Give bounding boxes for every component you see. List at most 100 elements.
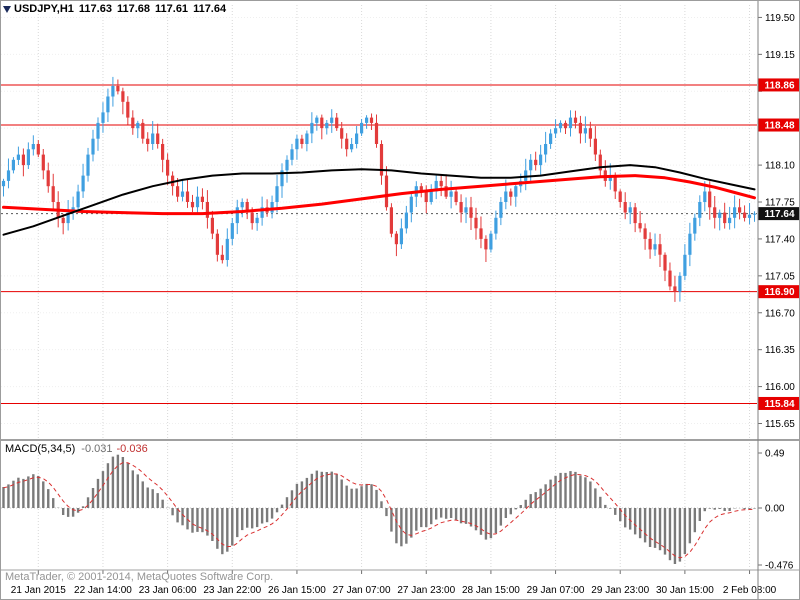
candle-body — [399, 228, 403, 245]
candle-body — [434, 180, 438, 192]
candle-body — [598, 154, 602, 171]
candle-body — [728, 217, 732, 224]
low-value: 117.61 — [155, 3, 189, 15]
candle-body — [11, 159, 15, 171]
time-axis-label[interactable]: 29 Jan 23:00 — [591, 585, 649, 596]
candle-body — [539, 154, 543, 166]
level-price-badge — [758, 118, 799, 132]
macd-signal-value: -0.036 — [116, 443, 148, 455]
candle-body — [151, 133, 155, 144]
candle-body — [31, 144, 35, 150]
candle-body — [51, 186, 55, 202]
candle-body — [355, 133, 359, 144]
price-axis-label[interactable]: 116.70 — [765, 308, 795, 319]
candle-body — [618, 191, 622, 202]
macd-value: -0.031 — [81, 443, 113, 455]
level-price-badge — [758, 78, 799, 92]
time-axis-label[interactable]: 28 Jan 15:00 — [462, 585, 520, 596]
candle-body — [340, 128, 344, 139]
candle-body — [389, 207, 393, 234]
candle-body — [524, 170, 528, 181]
ma-black-line[interactable] — [2, 164, 756, 236]
candle-body — [563, 122, 568, 129]
time-axis-label[interactable]: 30 Jan 15:00 — [656, 585, 714, 596]
candle-body — [653, 244, 657, 250]
candle-body — [573, 117, 578, 123]
candle-body — [464, 207, 468, 213]
candle-body — [608, 175, 612, 181]
candle-body — [180, 191, 185, 197]
level-price-badge-value: 118.48 — [764, 121, 794, 132]
candle-body — [220, 254, 224, 261]
candle-body — [350, 144, 354, 150]
candle-body — [91, 138, 95, 155]
candle-body — [752, 213, 757, 215]
candle-body — [668, 270, 672, 287]
price-axis-label[interactable]: 117.05 — [765, 271, 795, 282]
candle-body — [300, 138, 304, 144]
time-axis-label[interactable]: 21 Jan 2015 — [11, 585, 66, 596]
price-axis-label[interactable]: 117.75 — [765, 198, 795, 209]
candle-body — [365, 117, 369, 123]
candle-body — [116, 86, 120, 92]
candle-body — [544, 144, 548, 155]
candle-body — [325, 122, 329, 129]
macd-indicator-label: MACD(5,34,5) — [5, 443, 76, 455]
candle-body — [404, 212, 408, 229]
candle-body — [658, 244, 662, 255]
candle-body — [747, 214, 752, 218]
candle-body — [504, 191, 508, 202]
price-axis-label[interactable]: 117.40 — [765, 234, 795, 245]
level-price-badge-value: 115.84 — [764, 399, 794, 410]
candle-body — [270, 202, 274, 213]
symbol-period-label: USDJPY,H1 — [14, 3, 74, 15]
chart-title: USDJPY,H1 117.63 117.68 117.61 117.64 — [14, 3, 231, 15]
candle-body — [394, 233, 398, 245]
time-axis-label[interactable]: 23 Jan 06:00 — [139, 585, 197, 596]
time-axis-label[interactable]: 27 Jan 23:00 — [397, 585, 455, 596]
time-axis-label[interactable]: 2 Feb 08:00 — [723, 585, 777, 596]
candle-body — [86, 154, 90, 176]
candle-body — [444, 186, 448, 197]
candle-body — [374, 122, 379, 144]
candle-body — [330, 117, 334, 123]
price-axis-label[interactable]: 118.10 — [765, 161, 795, 172]
level-price-badge — [758, 396, 799, 410]
price-axis-label[interactable]: 119.50 — [765, 13, 795, 24]
price-axis-label[interactable]: 119.15 — [765, 50, 795, 61]
candle-body — [713, 207, 717, 218]
candle-body — [663, 254, 667, 271]
candle-body — [190, 202, 195, 208]
candle-body — [439, 180, 443, 187]
candle-body — [26, 149, 30, 166]
candle-body — [230, 223, 234, 239]
candle-body — [449, 191, 453, 197]
time-axis-label[interactable]: 27 Jan 07:00 — [333, 585, 391, 596]
candle-body — [195, 196, 200, 208]
level-price-badge-value: 116.90 — [764, 287, 794, 298]
candle-body — [424, 191, 428, 202]
price-axis-label[interactable]: 116.35 — [765, 345, 795, 356]
candle-body — [568, 117, 573, 129]
candle-body — [16, 154, 20, 160]
candle-body — [111, 86, 115, 97]
time-axis-label[interactable]: 23 Jan 22:00 — [203, 585, 261, 596]
candle-body — [21, 154, 25, 166]
macd-axis-label: 0.49 — [765, 449, 785, 460]
candle-body — [484, 238, 488, 250]
candle-body — [683, 254, 687, 276]
candle-body — [738, 207, 742, 213]
price-axis-label[interactable]: 116.00 — [765, 382, 795, 393]
candle-body — [678, 275, 682, 292]
time-axis-label[interactable]: 29 Jan 07:00 — [527, 585, 585, 596]
macd-signal-line — [3, 462, 755, 559]
candle-body — [121, 91, 125, 102]
price-axis-label[interactable]: 115.65 — [765, 419, 795, 430]
candle-body — [176, 186, 180, 197]
time-axis-label[interactable]: 22 Jan 14:00 — [74, 585, 132, 596]
time-axis-label[interactable]: 26 Jan 15:00 — [268, 585, 326, 596]
candle-body — [36, 144, 40, 155]
ma-red-line[interactable] — [2, 174, 756, 216]
